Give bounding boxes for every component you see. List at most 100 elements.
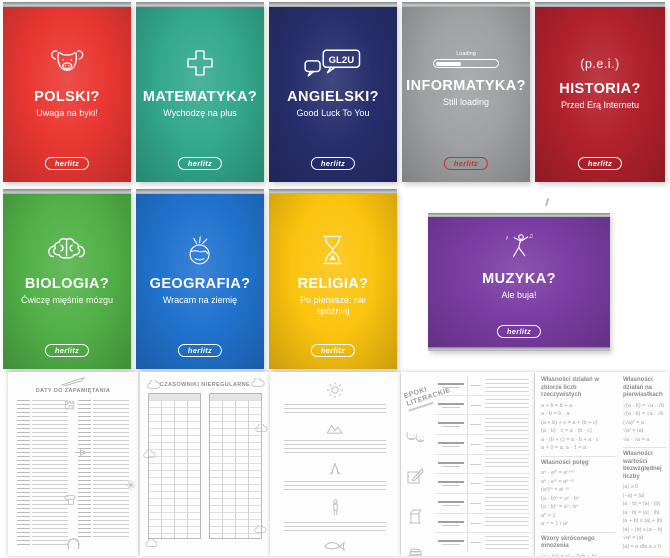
verb-table-right xyxy=(209,393,262,539)
verb-table-left xyxy=(148,393,201,539)
epoch-row xyxy=(435,474,530,495)
epoch-description xyxy=(485,379,529,392)
fact-paragraph xyxy=(284,440,386,456)
sun-icon xyxy=(327,382,343,398)
inner-page-czasowniki: CZASOWNIKI NIEREGULARNE xyxy=(140,372,270,556)
person-icon xyxy=(332,499,338,516)
praying-hands-icon xyxy=(329,462,341,475)
cover-tagline: Good Luck To You xyxy=(296,108,370,118)
formula-section: Własności wartości bezwzględnej liczby |… xyxy=(623,447,666,551)
epoch-date xyxy=(467,474,482,494)
formula: (a · b)ⁿ = aⁿ · bⁿ xyxy=(541,495,579,502)
herlitz-logo: herlitz xyxy=(44,344,90,357)
epoch-row xyxy=(435,533,530,553)
cover-spine-edge xyxy=(3,2,131,7)
epoch-row xyxy=(435,513,530,534)
cover-spine-edge xyxy=(269,2,397,7)
cover-spine-edge xyxy=(535,2,665,7)
cover-subject: MUZYKA? xyxy=(482,271,556,287)
formula-column-right: Własności działań na pierwiastkach √(a ·… xyxy=(623,377,666,556)
dancer-icon: ♪ ♫ xyxy=(505,233,533,258)
cover-tagline: Uwaga na byki! xyxy=(36,108,98,118)
dates-column-right xyxy=(78,400,129,548)
notebook-cover-muzyka: ♪ ♫ MUZYKA? Ale buja! herlitz xyxy=(428,213,610,351)
epoch-description xyxy=(485,418,529,432)
formula: |−a| = |a| xyxy=(623,492,645,499)
horseshoe-icon xyxy=(67,538,80,550)
formula: (a · b) · c = a · (b · c) xyxy=(541,428,592,435)
cover-face-biologia: BIOLOGIA? Ćwiczę mięśnie mózgu herlitz xyxy=(3,194,131,369)
epoch-row xyxy=(435,395,530,416)
hourglass-icon xyxy=(323,235,343,265)
epoch-date xyxy=(467,533,482,553)
notebook-cover-historia: (p.e.i.) HISTORIA? Przed Erą Internetu h… xyxy=(535,2,665,182)
loading-bar-fill xyxy=(435,61,462,66)
cover-subject: GEOGRAFIA? xyxy=(149,276,251,292)
formula: |a · b| = |a| · |b| xyxy=(623,501,660,508)
formula-section: Wzory skróconego mnożenia (a + b)² = a² … xyxy=(541,531,615,556)
epoch-name xyxy=(435,454,467,474)
formula-section: Własności działań w zbiorze liczb rzeczy… xyxy=(541,377,615,453)
dates-column-left xyxy=(17,400,68,548)
epoch-row xyxy=(435,435,530,455)
theater-masks-icon xyxy=(406,432,425,442)
brain-icon xyxy=(48,237,86,259)
microtext-lines xyxy=(32,400,68,548)
formula: √a² = |a| xyxy=(623,535,644,542)
herlitz-logo: herlitz xyxy=(443,157,489,170)
cover-bottom-edge xyxy=(428,347,610,351)
loading-label: Loading xyxy=(456,51,476,57)
epoch-row xyxy=(435,376,530,396)
epoch-date xyxy=(467,395,482,415)
notebook-cover-informatyka: Loading INFORMATYKA? Still loading herli… xyxy=(402,2,530,182)
formula: aⁿ : aᵐ = aⁿ⁻ᵐ xyxy=(541,478,575,485)
cover-tagline: Still loading xyxy=(442,97,490,107)
globe-icon xyxy=(189,236,210,265)
cover-tagline: Po pierwsze: nie spóźniaj xyxy=(299,295,367,316)
notebook-cover-angielski: GL2U ANGIELSKI? Good Luck To You herlitz xyxy=(269,2,397,182)
notebook-cover-biologia: BIOLOGIA? Ćwiczę mięśnie mózgu herlitz xyxy=(3,189,131,369)
epoch-row xyxy=(435,454,530,475)
cloud-icon xyxy=(147,380,161,389)
formula: a · (b + c) = a · b + a · c xyxy=(541,436,599,443)
formula: √(a · b) = √a · √b xyxy=(623,402,664,409)
epoch-date xyxy=(467,454,482,474)
epoch-date xyxy=(467,513,482,533)
formula: √(a : b) = √a : √b xyxy=(623,411,664,418)
epoch-date xyxy=(467,376,482,395)
epoch-description xyxy=(485,497,529,510)
microtext-years xyxy=(78,400,91,540)
notebook-cover-religia: RELIGIA? Po pierwsze: nie spóźniaj herli… xyxy=(269,189,397,369)
fact-paragraph xyxy=(284,522,386,534)
cover-face-informatyka: Loading INFORMATYKA? Still loading herli… xyxy=(402,7,530,182)
epoch-description xyxy=(485,477,529,491)
cover-subject: ANGIELSKI? xyxy=(287,89,379,105)
formula: aⁿ · aᵐ = aⁿ⁺ᵐ xyxy=(541,470,575,477)
cover-tagline: Wracam na ziemię xyxy=(162,295,238,305)
cover-face-geografia: GEOGRAFIA? Wracam na ziemię herlitz xyxy=(136,194,264,369)
formula-columns: Własności działań w zbiorze liczb rzeczy… xyxy=(535,372,669,556)
notebook-cover-geografia: GEOGRAFIA? Wracam na ziemię herlitz xyxy=(136,189,264,369)
dates-columns xyxy=(8,394,138,548)
cloud-icon xyxy=(254,525,267,533)
microtext-lines xyxy=(93,400,129,540)
formula: |a : b| = |a| : |b| xyxy=(623,509,660,516)
inner-page-daty: DATY DO ZAPAMIĘTANIA xyxy=(8,372,138,556)
fact-paragraph xyxy=(284,404,386,416)
formula-section-title: Własności wartości bezwzględnej liczby xyxy=(623,451,662,480)
cover-spine-edge xyxy=(269,189,397,194)
printing-press-icon xyxy=(409,509,422,524)
formula: (a + b) + c = a + (b + c) xyxy=(541,419,598,426)
formula-section-title: Własności działań w zbiorze liczb rzeczy… xyxy=(541,377,600,398)
music-note-glyph: ♫ xyxy=(528,233,533,240)
herlitz-logo: herlitz xyxy=(44,157,90,170)
plus-icon xyxy=(187,50,213,76)
formula: (a : b)ⁿ = aⁿ : bⁿ xyxy=(541,504,579,511)
formula-section: Własności potęg aⁿ · aᵐ = aⁿ⁺ᵐ aⁿ : aᵐ =… xyxy=(541,455,615,529)
bull-icon xyxy=(50,50,84,71)
epoch-description xyxy=(485,516,529,530)
formula: (√a)² = a xyxy=(623,419,644,426)
formula: |a| ≥ 0 xyxy=(623,484,639,491)
scroll-icon xyxy=(64,495,76,505)
